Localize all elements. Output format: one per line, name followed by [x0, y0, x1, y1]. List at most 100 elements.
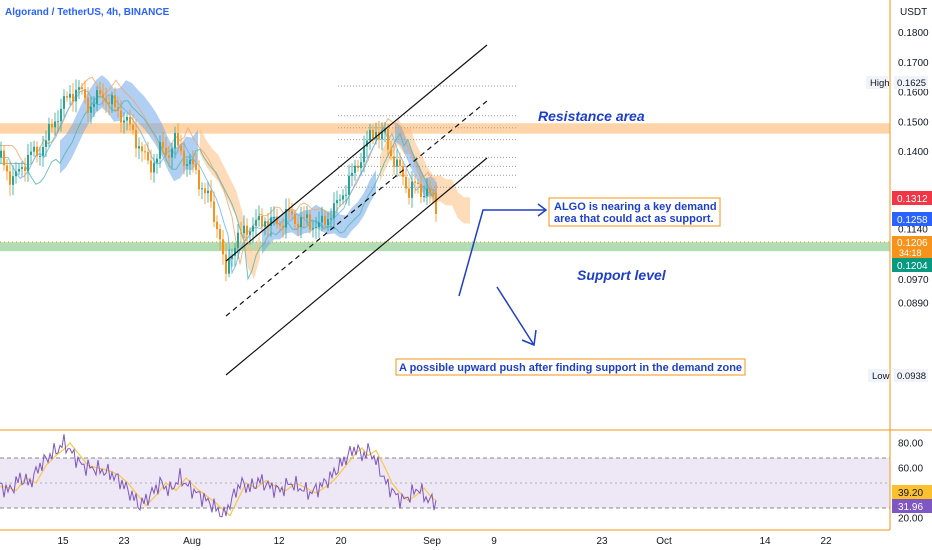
time-axis-ticks[interactable]: 15 23 Aug 12 20 Sep 9 23 Oct 14 22: [57, 536, 832, 547]
candle-body: [60, 108, 62, 122]
candle-body: [222, 239, 224, 255]
candle-body: [321, 215, 323, 223]
candle-body: [432, 192, 434, 194]
price-pane[interactable]: Resistance area Support level ALGO is ne…: [0, 7, 890, 376]
channel-upper-line[interactable]: [225, 44, 488, 262]
candle-body: [150, 160, 152, 173]
candle-body: [405, 176, 407, 189]
candle-body: [264, 221, 266, 227]
low-value: 0.0938: [897, 371, 926, 382]
candle-body: [372, 129, 374, 139]
candle-body: [345, 194, 347, 196]
candle-body: [186, 164, 188, 166]
note-demand-area[interactable]: ALGO is nearing a key demand area that c…: [548, 197, 721, 227]
candle-body: [288, 209, 290, 212]
candle-body: [357, 165, 359, 168]
candle-body: [117, 107, 119, 111]
candle-body: [231, 255, 233, 260]
note-upward-push[interactable]: A possible upward push after finding sup…: [395, 358, 746, 376]
candle-body: [180, 145, 182, 151]
candle-body: [414, 181, 416, 183]
price-tick-label: 0.0970: [898, 275, 929, 286]
high-marker: High 0.1625: [866, 76, 928, 89]
candle-body: [69, 93, 71, 98]
price-tick-label: 0.1600: [898, 88, 929, 99]
candle-body: [129, 117, 131, 125]
candle-body: [390, 149, 392, 157]
candle-body: [192, 160, 194, 165]
candle-body: [426, 188, 428, 196]
candle-body: [342, 195, 344, 200]
price-badge-orange: 0.1206 34:18: [892, 236, 932, 258]
candle-body: [255, 220, 257, 226]
candle-body: [114, 95, 116, 108]
candle-body: [198, 169, 200, 190]
price-badge-orange-text: 0.1206: [897, 238, 928, 249]
rsi-ma-line: [0, 442, 437, 517]
candle-body: [87, 97, 89, 113]
candle-body: [30, 151, 32, 155]
candle-body: [51, 124, 53, 128]
candle-body: [330, 218, 332, 220]
candle-body: [279, 224, 281, 226]
candle-body: [420, 184, 422, 197]
candle-body: [423, 196, 425, 197]
candle-body: [360, 162, 362, 169]
resistance-label[interactable]: Resistance area: [538, 108, 645, 124]
candle-body: [126, 117, 128, 121]
candle-body: [297, 224, 299, 228]
price-tick-label: 0.0890: [898, 299, 929, 310]
candle-body: [261, 216, 263, 227]
candle-body: [210, 190, 212, 202]
time-tick-label: 23: [596, 536, 608, 547]
candle-body: [12, 176, 14, 185]
candle-body: [138, 146, 140, 149]
price-tick-label: 0.1800: [898, 28, 929, 39]
price-tick-label: 0.1500: [898, 117, 929, 128]
rsi-tick-label: 80.00: [898, 439, 923, 450]
candle-body: [273, 217, 275, 218]
price-axis[interactable]: USDT 0.1800 0.1700 0.1600 0.1500 0.1400 0.114…: [866, 0, 932, 430]
candle-body: [162, 142, 164, 148]
rsi-axis-ticks: 80.00 60.00 20.00: [898, 439, 923, 525]
time-tick-label: Aug: [183, 536, 201, 547]
candle-body: [240, 232, 242, 234]
candle-body: [108, 102, 110, 105]
candle-body: [78, 87, 80, 90]
candle-body: [249, 231, 251, 235]
channel-mid-line[interactable]: [225, 100, 488, 317]
candle-body: [354, 165, 356, 173]
channel-lower-line[interactable]: [225, 157, 488, 376]
arrow-projection: [496, 286, 535, 346]
candle-body: [21, 167, 23, 169]
rsi-badge-value: 31.96: [892, 499, 932, 513]
support-label[interactable]: Support level: [577, 267, 667, 283]
candle-body: [402, 165, 404, 177]
candle-body: [225, 254, 227, 274]
candle-body: [411, 181, 413, 198]
rsi-badge-ma: 39.20: [892, 485, 932, 499]
note-upward-push-text: A possible upward push after finding sup…: [399, 362, 742, 374]
candle-body: [48, 124, 50, 141]
price-badge-blue-text: 0.1258: [897, 215, 928, 226]
rsi-pane[interactable]: 80.00 60.00 20.00 39.20 31.96: [0, 430, 932, 530]
candle-body: [291, 211, 293, 215]
price-badge-red-text: 0.1312: [897, 194, 928, 205]
candle-body: [120, 110, 122, 123]
candle-body: [429, 188, 431, 193]
candle-body: [63, 96, 65, 109]
candle-body: [381, 132, 383, 140]
candle-body: [201, 188, 203, 190]
candle-body: [99, 90, 101, 95]
ascending-channel[interactable]: [225, 44, 488, 376]
arrow-head-projection: [521, 329, 537, 347]
time-tick-label: 12: [273, 536, 285, 547]
price-badge-teal-text: 0.1204: [897, 261, 928, 272]
candle-body: [57, 121, 59, 123]
candle-body: [336, 200, 338, 204]
candle-body: [300, 217, 302, 227]
low-label: Low: [872, 371, 890, 382]
candle-body: [0, 150, 2, 158]
high-value: 0.1625: [897, 78, 926, 89]
